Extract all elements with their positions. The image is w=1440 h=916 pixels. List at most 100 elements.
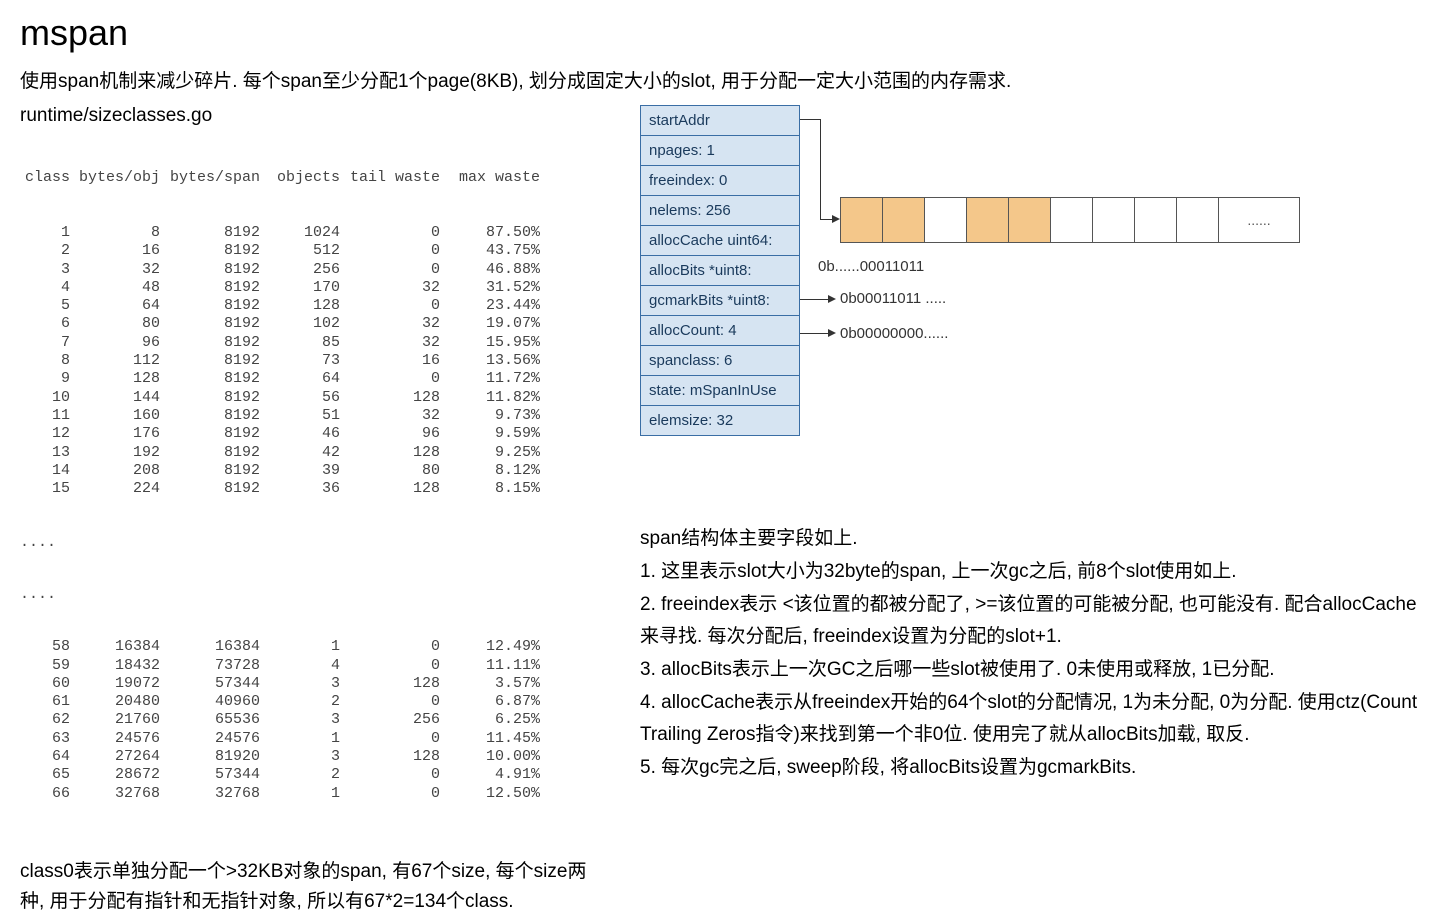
intro-text: 使用span机制来减少碎片. 每个span至少分配1个page(8KB), 划分… [20,68,1420,97]
annot-alloccache: 0b......00011011 [818,258,924,275]
th-objects: objects [260,169,340,187]
right-column: startAddrnpages: 1freeindex: 0nelems: 25… [640,105,1420,916]
table-row: 1014481925612811.82% [20,389,610,407]
cell: 80 [70,315,160,333]
cell: 8192 [160,444,260,462]
cell: 3 [20,261,70,279]
th-bytesspan: bytes/span [160,169,260,187]
cell: 42 [260,444,340,462]
cell: 32 [340,279,440,297]
cell: 28672 [70,766,160,784]
cell: 32 [340,407,440,425]
cell: 19072 [70,675,160,693]
cell: 32 [340,315,440,333]
cell: 87.50% [440,224,540,242]
cell: 11.72% [440,370,540,388]
cell: 0 [340,730,440,748]
cell: 2 [260,693,340,711]
sizeclass-table: class bytes/obj bytes/span objects tail … [20,133,610,840]
cell: 3 [260,711,340,729]
cell: 65 [20,766,70,784]
cell: 5 [20,297,70,315]
cell: 1 [20,224,70,242]
cell: 8192 [160,242,260,260]
annot-gcmarkbits: 0b00000000...... [840,325,948,342]
struct-field: freeindex: 0 [641,166,799,196]
cell: 24576 [70,730,160,748]
cell: 14 [20,462,70,480]
cell: 7 [20,334,70,352]
cell: 46.88% [440,261,540,279]
right-item: 2. freeindex表示 <该位置的都被分配了, >=该位置的可能被分配, … [640,589,1420,652]
table-row: 12176819246969.59% [20,425,610,443]
slot-empty [1135,198,1177,242]
cell: 2 [20,242,70,260]
cell: 0 [340,224,440,242]
struct-field: elemsize: 32 [641,406,799,435]
right-item: 1. 这里表示slot大小为32byte的span, 上一次gc之后, 前8个s… [640,556,1420,587]
cell: 0 [340,638,440,656]
slot-empty [1177,198,1219,242]
cell: 128 [340,675,440,693]
cell: 112 [70,352,160,370]
struct-field: spanclass: 6 [641,346,799,376]
table-row: 6632768327681012.50% [20,785,610,803]
table-row: 60190725734431283.57% [20,675,610,693]
cell: 43.75% [440,242,540,260]
cell: 11.45% [440,730,540,748]
table-row: 3328192256046.88% [20,261,610,279]
cell: 6.25% [440,711,540,729]
cell: 64 [260,370,340,388]
cell: 11.82% [440,389,540,407]
cell: 128 [260,297,340,315]
right-item: 5. 每次gc完之后, sweep阶段, 将allocBits设置为gcmark… [640,752,1420,783]
table-row: 6324576245761011.45% [20,730,610,748]
cell: 80 [340,462,440,480]
table-row: 1881921024087.50% [20,224,610,242]
cell: 3 [260,748,340,766]
cell: 10 [20,389,70,407]
arrow-startaddr [800,119,820,120]
cell: 170 [260,279,340,297]
left-note: class0表示单独分配一个>32KB对象的span, 有67个size, 每个… [20,857,610,916]
cell: 11.11% [440,657,540,675]
cell: 128 [340,748,440,766]
cell: 19.07% [440,315,540,333]
struct-field: allocBits *uint8: [641,256,799,286]
cell: 1 [260,730,340,748]
table-row: 81128192731613.56% [20,352,610,370]
cell: 0 [340,370,440,388]
th-maxwaste: max waste [440,169,540,187]
cell: 8192 [160,297,260,315]
cell: 128 [70,370,160,388]
cell: 8192 [160,389,260,407]
right-item: 3. allocBits表示上一次GC之后哪一些slot被使用了. 0未使用或释… [640,654,1420,685]
table-row: 7968192853215.95% [20,334,610,352]
slot-filled [883,198,925,242]
slot-filled [841,198,883,242]
cell: 8192 [160,370,260,388]
cell: 85 [260,334,340,352]
cell: 16384 [160,638,260,656]
cell: 3.57% [440,675,540,693]
cell: 48 [70,279,160,297]
cell: 8192 [160,224,260,242]
cell: 57344 [160,766,260,784]
slot-empty [1051,198,1093,242]
arrow-allocbits [800,299,830,300]
cell: 0 [340,657,440,675]
cell: 18432 [70,657,160,675]
right-text-block: span结构体主要字段如上. 1. 这里表示slot大小为32byte的span… [640,523,1420,784]
left-column: runtime/sizeclasses.go class bytes/obj b… [20,105,610,916]
cell: 36 [260,480,340,498]
slot-empty [1093,198,1135,242]
cell: 3 [260,675,340,693]
cell: 64 [70,297,160,315]
struct-field: allocCache uint64: [641,226,799,256]
cell: 6.87% [440,693,540,711]
cell: 32 [340,334,440,352]
cell: 11 [20,407,70,425]
slot-filled [1009,198,1051,242]
table-row: 44881921703231.52% [20,279,610,297]
cell: 66 [20,785,70,803]
